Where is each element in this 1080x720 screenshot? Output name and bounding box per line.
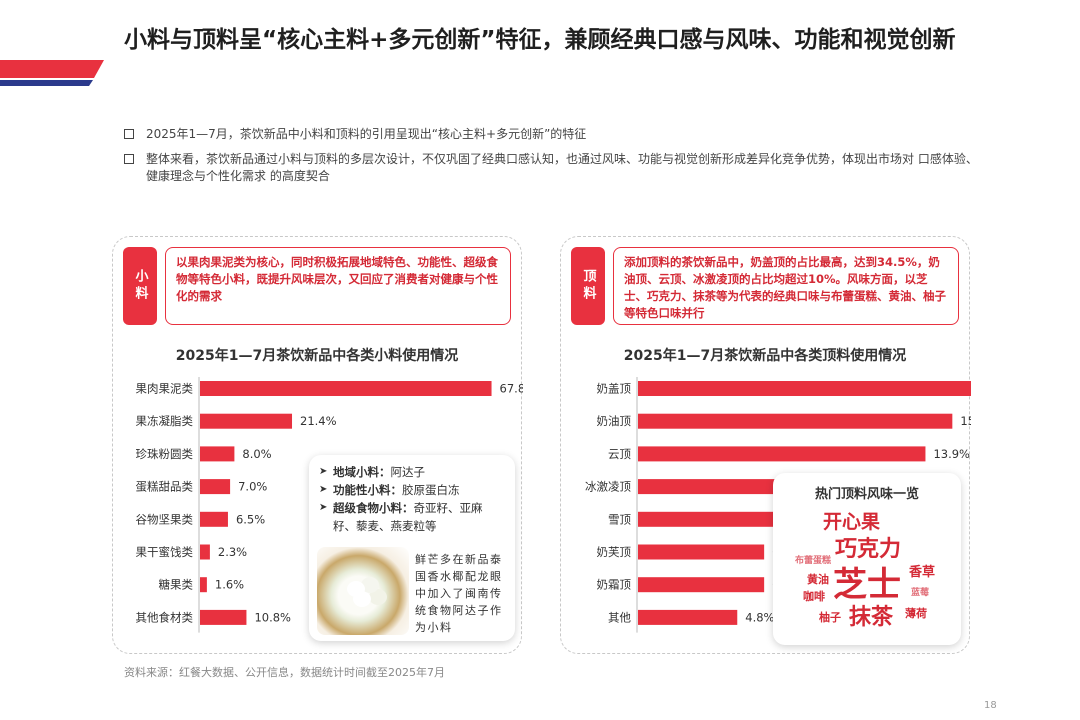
example-value: 阿达子 <box>390 465 426 479</box>
brand-flag-icon <box>0 60 104 86</box>
data-label: 7.0% <box>238 480 267 494</box>
example-item: ➤ 地域小料：阿达子 <box>319 463 505 481</box>
bar <box>200 446 235 462</box>
bar <box>200 511 228 527</box>
square-bullet-icon <box>124 129 134 139</box>
category-label: 果冻凝脂类 <box>136 414 194 428</box>
cloud-word: 芝士 <box>833 565 901 605</box>
example-item: ➤ 超级食物小料：奇亚籽、亚麻籽、藜麦、燕麦粒等 <box>319 499 505 535</box>
cloud-word: 蓝莓 <box>911 588 930 598</box>
panel-tag: 顶料 <box>571 247 605 325</box>
cloud-word: 香草 <box>909 565 936 580</box>
bar <box>200 413 293 429</box>
data-label: 21.4% <box>300 414 337 428</box>
category-label: 其他 <box>608 610 631 624</box>
data-label: 67.8% <box>500 382 523 396</box>
word-cloud-title: 热门顶料风味一览 <box>814 487 919 502</box>
category-label: 果干蜜饯类 <box>136 545 194 559</box>
page-number: 18 <box>984 700 997 711</box>
category-label: 谷物坚果类 <box>136 512 194 526</box>
summary-bullet: 整体来看，茶饮新品通过小料与顶料的多层次设计，不仅巩固了经典口感认知，也通过风味… <box>124 151 984 185</box>
example-description: 鲜芒多在新品泰国香水椰配龙眼中加入了闽南传统食物阿达子作为小料 <box>415 553 503 634</box>
category-label: 果肉果泥类 <box>136 382 194 396</box>
example-label: 地域小料： <box>333 465 391 479</box>
data-label: 10.8% <box>254 610 291 624</box>
product-photo <box>317 547 409 635</box>
data-label: 2.3% <box>218 545 247 559</box>
example-value: 奇亚籽、亚麻籽、藜麦、燕麦粒等 <box>333 501 483 533</box>
panel-tag: 小料 <box>123 247 157 325</box>
example-item: ➤ 功能性小料：胶原蛋白冻 <box>319 481 505 499</box>
bar <box>200 577 207 593</box>
category-label: 蛋糕甜品类 <box>136 480 194 494</box>
summary-bullet-text: 整体来看，茶饮新品通过小料与顶料的多层次设计，不仅巩固了经典口感认知，也通过风味… <box>146 152 978 183</box>
category-label: 糖果类 <box>159 578 194 592</box>
cloud-word: 黄油 <box>807 573 829 586</box>
data-label: 1.6% <box>215 578 244 592</box>
arrow-right-icon: ➤ <box>319 466 328 477</box>
category-label: 冰激凌顶 <box>585 480 631 494</box>
bar <box>200 609 247 625</box>
panel-note: 添加顶料的茶饮新品中，奶盖顶的占比最高，达到34.5%，奶油顶、云顶、冰激凌顶的… <box>613 247 959 325</box>
data-label: 8.0% <box>242 447 271 461</box>
category-label: 云顶 <box>608 447 631 461</box>
cloud-word: 柚子 <box>819 611 841 624</box>
flavor-word-cloud: 热门顶料风味一览 开心果 巧克力 芝士 抹茶 布蕾蛋糕 黄油 咖啡 香草 蓝莓 … <box>773 473 961 645</box>
category-label: 奶油顶 <box>597 414 632 428</box>
cloud-word: 抹茶 <box>849 605 894 630</box>
category-label: 珍珠粉圆类 <box>136 447 194 461</box>
category-label: 其他食材类 <box>136 610 194 624</box>
data-label: 6.5% <box>236 512 265 526</box>
data-label: 4.8% <box>745 610 774 624</box>
data-source: 资料来源：红餐大数据、公开信息，数据统计时间截至2025年7月 <box>124 666 445 679</box>
toppings-small-panel: 小料 以果肉果泥类为核心，同时积极拓展地域特色、功能性、超级食物等特色小料，既提… <box>112 236 523 654</box>
cloud-word: 薄荷 <box>905 607 927 620</box>
chart-title: 2025年1—7月茶饮新品中各类小料使用情况 <box>175 348 459 364</box>
example-label: 功能性小料： <box>333 483 402 497</box>
bar <box>638 544 765 560</box>
category-label: 雪顶 <box>608 512 631 526</box>
small-toppings-bar-chart: 果肉果泥类 67.8% 果冻凝脂类 21.4% 珍珠粉圆类 8.0% 蛋糕甜品类 7.0% 谷物… <box>136 377 523 633</box>
cloud-word: 咖啡 <box>803 590 825 603</box>
bar <box>200 381 492 396</box>
bar <box>638 609 738 625</box>
examples-card: ➤ 地域小料：阿达子 ➤ 功能性小料：胶原蛋白冻 ➤ 超级食物小料：奇亚籽、亚麻… <box>309 455 515 641</box>
square-bullet-icon <box>124 154 134 164</box>
page-title: 小料与顶料呈“核心主料+多元创新”特征，兼顾经典口感与风味、功能和视觉创新 <box>124 27 956 53</box>
bar <box>638 413 953 429</box>
summary-bullets: 2025年1—7月，茶饮新品中小料和顶料的引用呈现出“核心主料+多元创新”的特征… <box>124 126 984 193</box>
arrow-right-icon: ➤ <box>319 484 328 495</box>
cloud-word: 巧克力 <box>835 537 902 562</box>
bar <box>638 577 765 593</box>
cloud-word: 开心果 <box>823 511 881 533</box>
panel-note: 以果肉果泥类为核心，同时积极拓展地域特色、功能性、超级食物等特色小料，既提升风味… <box>165 247 511 325</box>
toppings-top-panel: 顶料 添加顶料的茶饮新品中，奶盖顶的占比最高，达到34.5%，奶油顶、云顶、冰激… <box>560 236 971 654</box>
example-value: 胶原蛋白冻 <box>402 483 460 497</box>
bar <box>638 446 926 462</box>
bar <box>200 479 231 495</box>
category-label: 奶芙顶 <box>597 545 632 559</box>
category-label: 奶盖顶 <box>597 382 632 396</box>
summary-bullet-text: 2025年1—7月，茶饮新品中小料和顶料的引用呈现出“核心主料+多元创新”的特征 <box>146 127 587 141</box>
bar <box>200 544 210 560</box>
data-label: 13.9% <box>933 447 970 461</box>
arrow-right-icon: ➤ <box>319 502 328 513</box>
data-label: 15.2% <box>960 414 971 428</box>
example-label: 超级食物小料： <box>333 501 414 515</box>
category-label: 奶霜顶 <box>597 578 632 592</box>
chart-title: 2025年1—7月茶饮新品中各类顶料使用情况 <box>623 348 907 364</box>
summary-bullet: 2025年1—7月，茶饮新品中小料和顶料的引用呈现出“核心主料+多元创新”的特征 <box>124 126 984 143</box>
cloud-word: 布蕾蛋糕 <box>795 556 832 566</box>
bar <box>638 381 971 396</box>
